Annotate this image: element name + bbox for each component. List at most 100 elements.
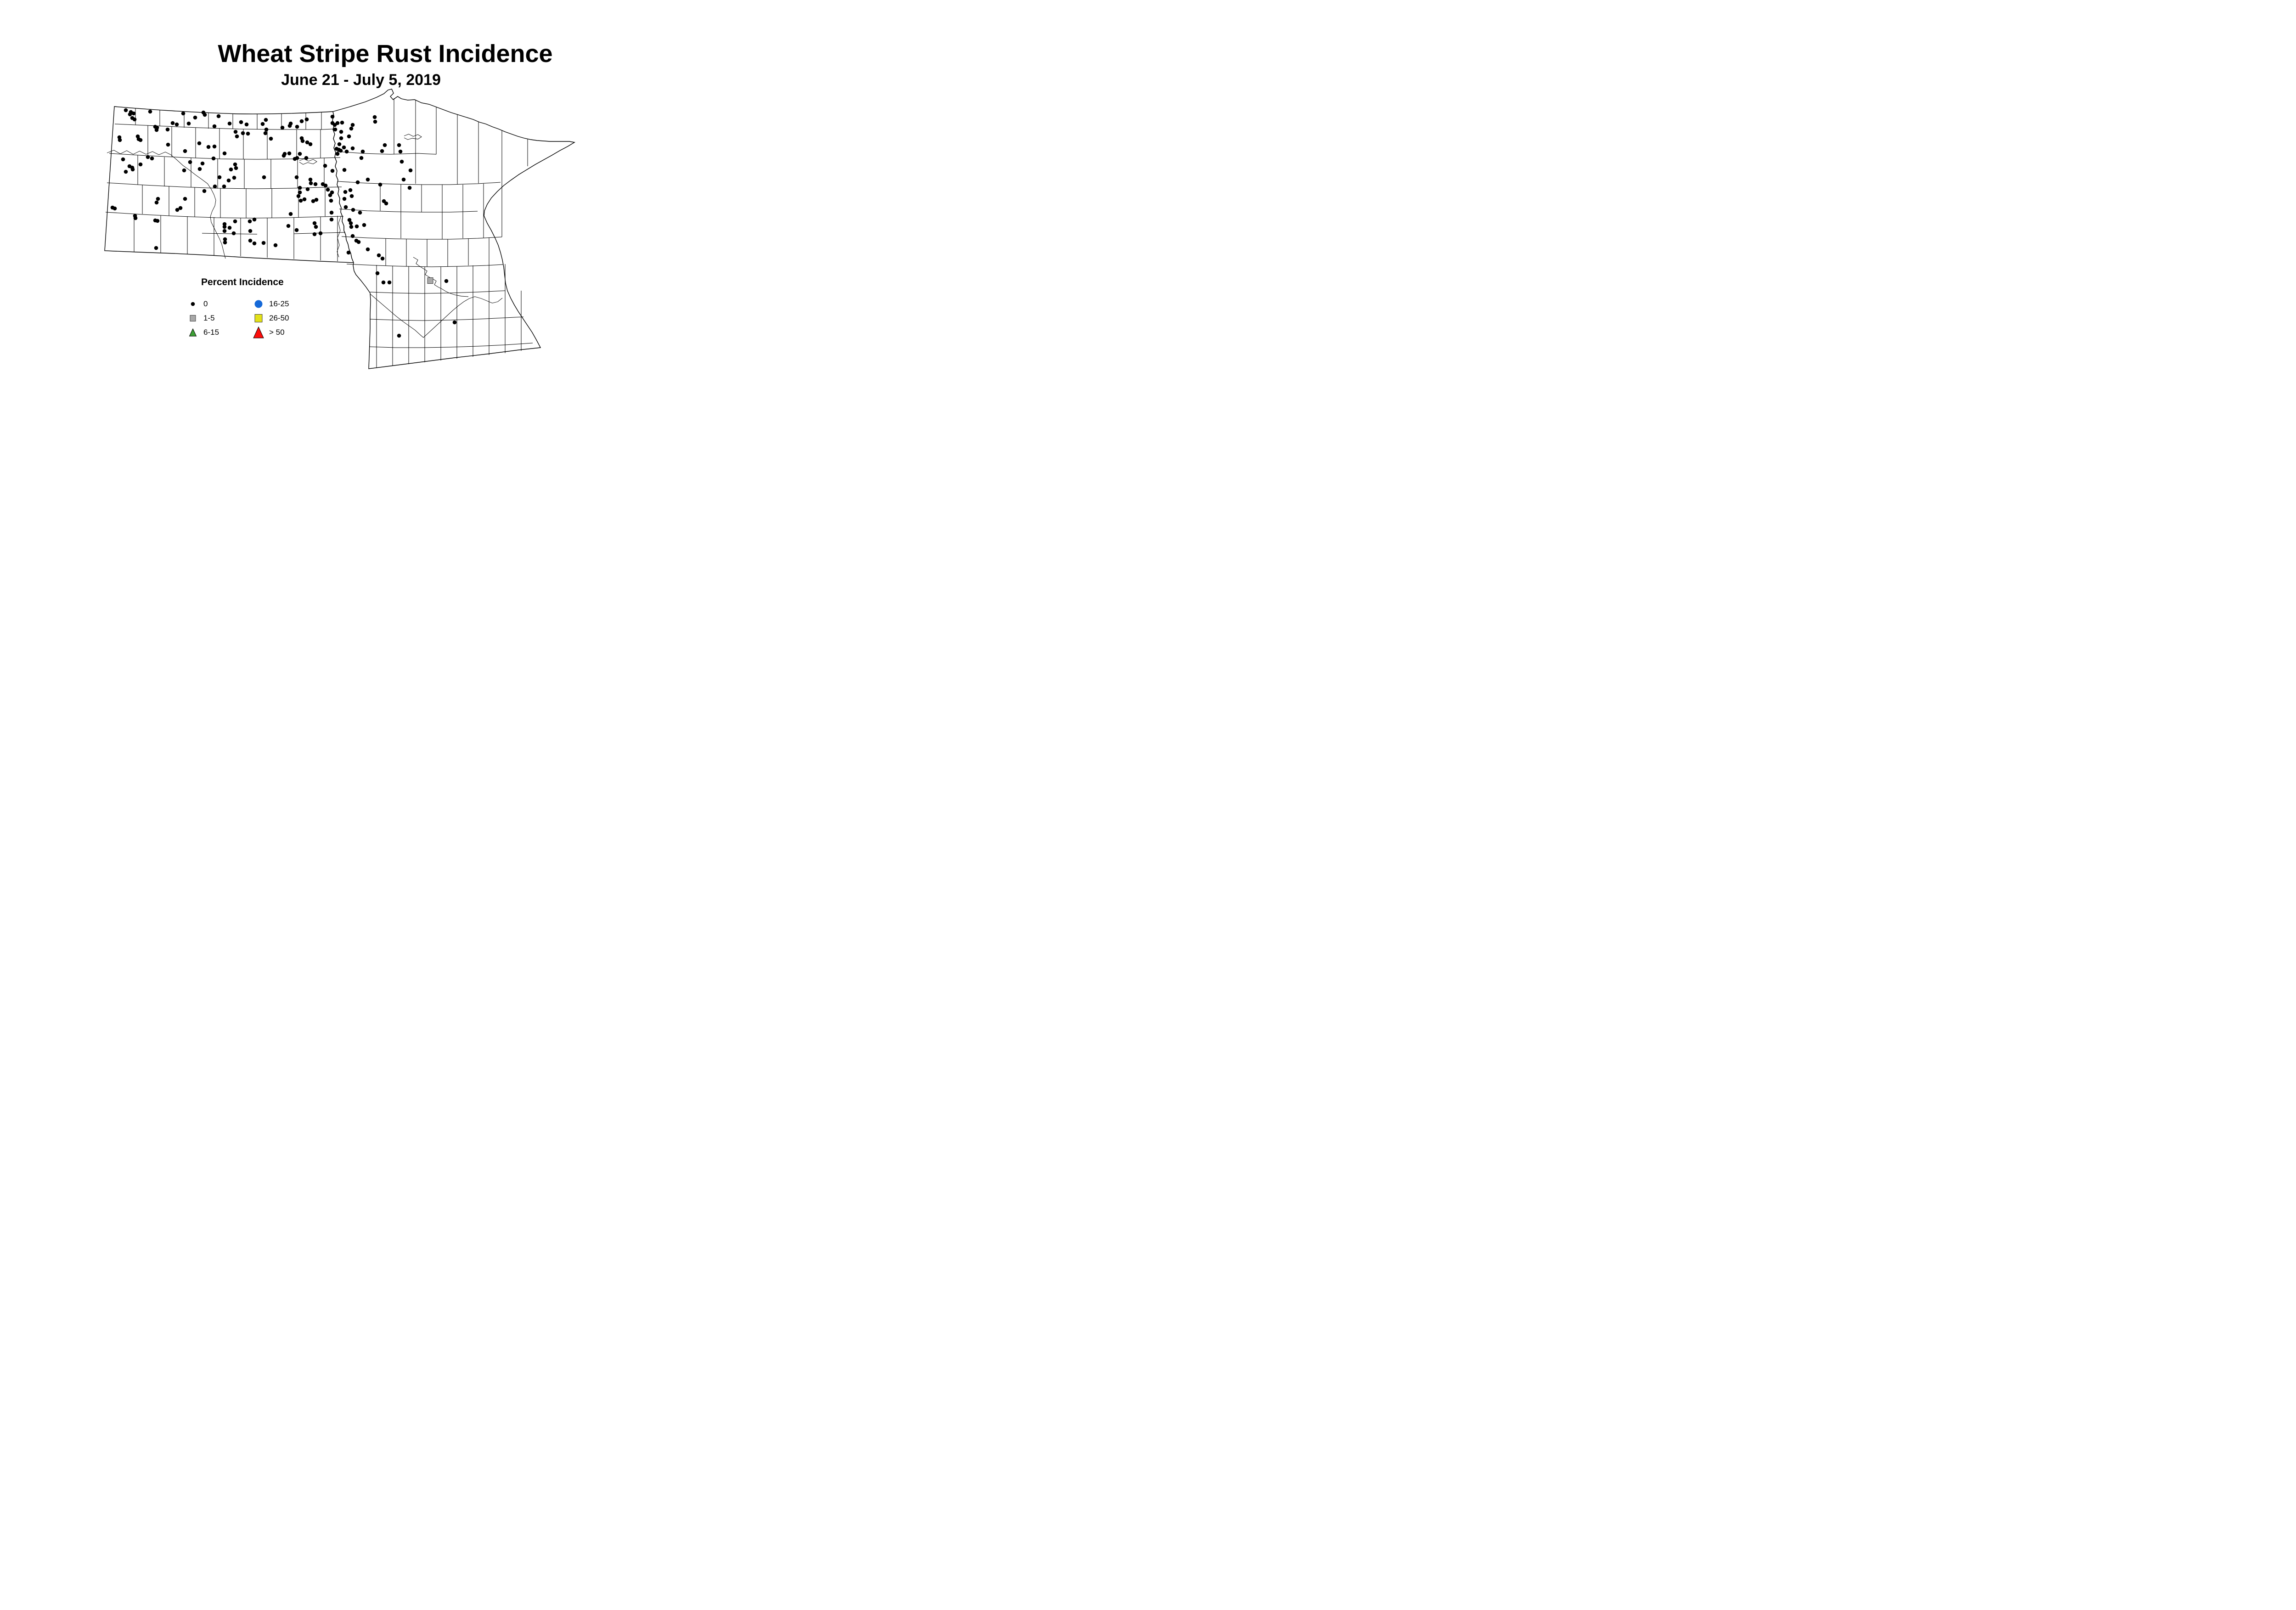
incidence-point-0 [229,167,233,172]
incidence-point-0 [178,206,183,210]
incidence-point-0 [309,181,313,186]
incidence-point-0 [383,143,387,147]
incidence-points [110,108,457,338]
incidence-point-0 [222,184,226,189]
incidence-point-0 [233,219,237,224]
incidence-point-0 [166,142,170,147]
incidence-point-0 [197,167,202,171]
incidence-point-0 [231,231,236,236]
map-canvas [104,89,575,369]
incidence-point-0 [280,125,285,130]
incidence-point-0 [248,219,252,224]
incidence-point-0 [344,149,349,154]
incidence-point-0 [197,141,202,146]
incidence-point-0 [212,144,217,149]
legend-label: 26-50 [269,314,289,322]
incidence-point-0 [380,256,385,261]
incidence-point-0 [235,134,239,139]
incidence-point-0 [294,175,299,180]
incidence-point-0 [170,121,175,125]
incidence-point-0 [130,167,135,172]
incidence-point-0 [193,115,197,120]
incidence-point-0 [387,280,392,285]
incidence-point-0 [262,175,266,180]
incidence-point-0 [300,139,305,143]
incidence-point-0 [330,169,335,173]
incidence-point-0 [183,149,187,153]
legend-label: 1-5 [203,314,215,322]
incidence-point-0 [298,190,302,195]
legend-item-50: > 50 [252,326,285,339]
incidence-point-0 [154,246,158,250]
incidence-point-0 [113,206,117,211]
incidence-point-0 [378,182,383,187]
legend-marker-triangle-green [189,328,197,337]
legend: Percent Incidence 0 1-5 6-15 16-25 26-50 > 50 [184,277,335,350]
incidence-point-0 [373,119,377,124]
incidence-point-0 [308,142,313,146]
legend-marker-circle-blue [254,300,263,308]
incidence-point-0 [148,109,152,114]
incidence-point-0 [264,118,268,122]
incidence-point-0 [326,187,330,192]
nd-county-lines-horizontal [105,124,346,235]
incidence-point-0 [264,127,269,132]
incidence-point-0 [252,241,257,246]
incidence-point-0 [329,217,334,222]
incidence-point-0 [318,231,323,236]
incidence-point-0 [244,122,249,127]
legend-marker-square-gray [190,315,196,321]
legend-marker-square-yellow [254,314,263,322]
incidence-point-0 [381,280,386,285]
incidence-point-0 [329,198,333,203]
incidence-point-0 [226,178,231,183]
map-page: Wheat Stripe Rust Incidence June 21 - Ju… [0,0,720,379]
incidence-point-0 [340,120,344,125]
incidence-point-0 [358,210,362,215]
legend-item-0: 0 [186,297,208,311]
incidence-point-0 [408,168,413,173]
incidence-point-0 [294,228,299,232]
incidence-point-0 [150,156,154,161]
incidence-point-0 [288,212,293,216]
incidence-point-0 [355,180,360,185]
incidence-point-0 [400,159,404,164]
incidence-point-0 [349,194,354,198]
incidence-point-0 [200,161,205,166]
incidence-point-0 [128,112,132,117]
incidence-point-0 [356,240,361,244]
incidence-point-0 [212,124,217,129]
incidence-point-0 [138,162,143,167]
incidence-point-0 [380,149,384,153]
incidence-point-0 [227,121,232,126]
incidence-point-0 [313,182,318,186]
incidence-point-0 [132,117,137,122]
mn-county-lines-vertical [376,98,528,368]
page-subtitle: June 21 - July 5, 2019 [281,71,441,89]
incidence-point-0 [227,225,232,230]
legend-label: 16-25 [269,299,289,308]
incidence-point-0 [260,122,265,126]
legend-marker-dot-black [191,302,195,306]
incidence-point-0 [360,149,365,154]
incidence-point-0 [217,175,222,180]
incidence-point-0 [350,123,355,127]
incidence-point-0 [131,111,136,116]
incidence-point-0 [343,190,348,194]
incidence-point-1-5 [427,277,433,284]
incidence-point-0 [124,108,128,113]
incidence-point-0 [323,163,327,168]
incidence-point-0 [133,216,138,220]
incidence-point-0 [305,187,310,191]
incidence-point-0 [384,201,388,206]
incidence-point-0 [349,221,353,225]
incidence-point-0 [347,218,352,222]
incidence-point-0 [305,140,310,145]
incidence-point-0 [348,188,353,192]
incidence-point-0 [311,199,315,203]
incidence-point-0 [298,152,302,156]
incidence-point-0 [401,177,406,182]
incidence-point-0 [452,320,457,325]
incidence-point-0 [181,111,186,116]
incidence-point-0 [248,238,253,243]
